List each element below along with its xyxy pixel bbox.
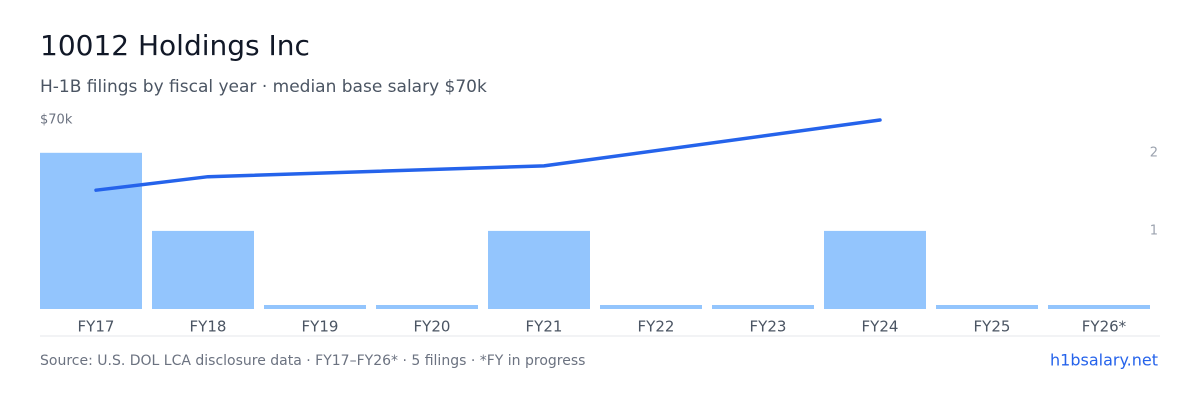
x-tick-label: FY24 [862, 318, 899, 336]
x-tick-label: FY22 [638, 318, 675, 336]
bar [264, 305, 366, 309]
bar [824, 230, 926, 309]
x-tick-label: FY18 [190, 318, 227, 336]
y2-tick-label: 1 [1150, 223, 1158, 238]
bar [1048, 305, 1150, 309]
chart-title: 10012 Holdings Inc [40, 29, 310, 62]
bar [488, 230, 590, 309]
x-tick-label: FY25 [974, 318, 1011, 336]
x-tick-label: FY17 [78, 318, 115, 336]
bar [376, 305, 478, 309]
x-tick-label: FY23 [750, 318, 787, 336]
brand-link[interactable]: h1bsalary.net [1050, 351, 1158, 370]
x-tick-label: FY20 [414, 318, 451, 336]
x-tick-label: FY26* [1082, 318, 1127, 336]
y2-tick-label: 2 [1150, 145, 1158, 160]
bar [152, 230, 254, 309]
x-tick-label: FY21 [526, 318, 563, 336]
chart-subtitle: H-1B filings by fiscal year · median bas… [40, 77, 487, 97]
bar [936, 305, 1038, 309]
bar [40, 152, 142, 309]
x-tick-label: FY19 [302, 318, 339, 336]
source-note: Source: U.S. DOL LCA disclosure data · F… [40, 353, 585, 369]
y-tick-label: $70k [40, 113, 73, 128]
bar [600, 305, 702, 309]
salary-line [94, 118, 882, 192]
bar [712, 305, 814, 309]
